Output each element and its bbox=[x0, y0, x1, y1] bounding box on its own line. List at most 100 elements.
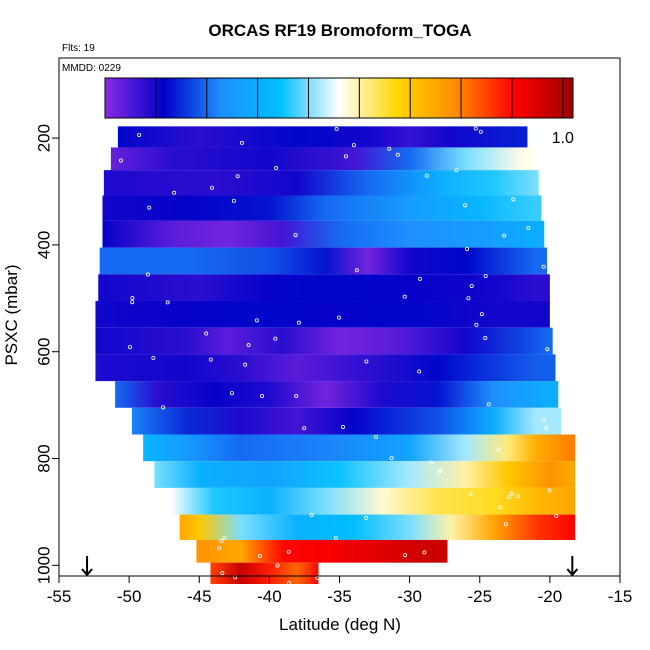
sample-marker bbox=[229, 391, 234, 396]
sample-marker bbox=[468, 491, 473, 496]
sample-marker bbox=[483, 273, 488, 278]
y-tick-label: 600 bbox=[34, 338, 53, 366]
heatmap-band bbox=[95, 300, 550, 328]
sample-marker bbox=[422, 550, 427, 555]
sample-marker bbox=[118, 158, 123, 163]
sample-marker bbox=[479, 312, 484, 317]
sample-marker bbox=[463, 203, 468, 208]
heatmap-band bbox=[143, 434, 576, 462]
sample-marker bbox=[130, 295, 135, 300]
sample-marker bbox=[334, 126, 339, 131]
sample-marker bbox=[541, 418, 546, 423]
sample-marker bbox=[454, 168, 459, 173]
sample-marker bbox=[389, 456, 394, 461]
sample-marker bbox=[374, 434, 379, 439]
sample-marker bbox=[217, 546, 222, 551]
colorbar-gradient bbox=[104, 77, 574, 119]
heatmap-band bbox=[179, 514, 576, 540]
sample-marker bbox=[474, 322, 479, 327]
sample-marker bbox=[343, 154, 348, 159]
sample-marker bbox=[351, 143, 356, 148]
x-tick-label: -55 bbox=[47, 587, 72, 606]
sample-marker bbox=[437, 470, 442, 475]
sample-marker bbox=[333, 535, 338, 540]
sample-marker bbox=[260, 393, 265, 398]
sample-marker bbox=[386, 489, 391, 494]
heatmap-band bbox=[154, 461, 576, 488]
x-axis-label: Latitude (deg N) bbox=[279, 615, 401, 634]
x-tick-label: -20 bbox=[538, 587, 563, 606]
sample-marker bbox=[165, 300, 170, 305]
sample-marker bbox=[424, 173, 429, 178]
sample-marker bbox=[254, 318, 259, 323]
sample-marker bbox=[418, 276, 423, 281]
sample-marker bbox=[257, 553, 262, 558]
sample-marker bbox=[275, 563, 280, 568]
sample-marker bbox=[509, 491, 514, 496]
sample-marker bbox=[478, 129, 483, 134]
sample-marker bbox=[309, 512, 314, 517]
sample-marker bbox=[220, 571, 225, 576]
sample-marker bbox=[403, 553, 408, 558]
heatmap-band bbox=[196, 539, 448, 563]
sample-marker bbox=[473, 126, 478, 131]
heatmap-band bbox=[102, 220, 545, 248]
sample-marker bbox=[286, 549, 291, 554]
down-arrow-icon bbox=[566, 568, 579, 577]
sample-marker bbox=[302, 426, 307, 431]
sample-marker bbox=[496, 447, 501, 452]
sample-marker bbox=[544, 426, 549, 431]
x-tick-label: -35 bbox=[327, 587, 352, 606]
sample-marker bbox=[204, 331, 209, 336]
heatmap-band bbox=[171, 487, 576, 515]
sample-marker bbox=[219, 538, 224, 543]
x-tick-label: -15 bbox=[608, 587, 633, 606]
sample-marker bbox=[274, 166, 279, 171]
x-tick-label: -25 bbox=[467, 587, 492, 606]
sample-marker bbox=[465, 246, 470, 251]
sample-marker bbox=[246, 343, 251, 348]
sample-marker bbox=[222, 535, 227, 540]
sample-marker bbox=[364, 359, 369, 364]
y-tick-label: 200 bbox=[34, 124, 53, 152]
sample-marker bbox=[130, 300, 135, 305]
sample-marker bbox=[395, 152, 400, 157]
y-tick-label: 1000 bbox=[34, 546, 53, 584]
sample-marker bbox=[483, 335, 488, 340]
sample-marker bbox=[145, 272, 150, 277]
sample-marker bbox=[151, 355, 156, 360]
sample-marker bbox=[502, 233, 507, 238]
heatmap-band bbox=[110, 147, 534, 171]
sample-marker bbox=[161, 405, 166, 410]
sample-marker bbox=[293, 233, 298, 238]
y-tick-label: 800 bbox=[34, 444, 53, 472]
sample-marker bbox=[511, 197, 516, 202]
sample-marker bbox=[545, 347, 550, 352]
sample-marker bbox=[387, 146, 392, 151]
heatmap-band bbox=[131, 407, 562, 435]
sample-marker bbox=[235, 174, 240, 179]
sample-marker bbox=[498, 505, 503, 510]
x-tick-label: -40 bbox=[257, 587, 282, 606]
flights-label: Flts: 19 bbox=[62, 43, 95, 54]
heatmap-band bbox=[95, 354, 556, 382]
heatmap-band bbox=[117, 126, 528, 148]
sample-marker bbox=[364, 515, 369, 520]
heatmap-bands bbox=[95, 126, 576, 585]
x-tick-label: -50 bbox=[117, 587, 142, 606]
heatmap-band bbox=[98, 274, 550, 301]
sample-marker bbox=[243, 362, 248, 367]
sample-marker bbox=[429, 460, 434, 465]
heatmap-band bbox=[103, 170, 539, 196]
sample-marker bbox=[294, 393, 299, 398]
date-label: MMDD: 0229 bbox=[62, 63, 121, 74]
sample-marker bbox=[526, 225, 531, 230]
sample-marker bbox=[231, 198, 236, 203]
sample-marker bbox=[147, 205, 152, 210]
colorbar-tick-label: 1.0 bbox=[552, 130, 574, 147]
heatmap-band bbox=[95, 327, 553, 355]
sample-marker bbox=[287, 581, 292, 586]
sample-marker bbox=[466, 296, 471, 301]
sample-marker bbox=[354, 268, 359, 273]
x-tick-label: -45 bbox=[187, 587, 212, 606]
